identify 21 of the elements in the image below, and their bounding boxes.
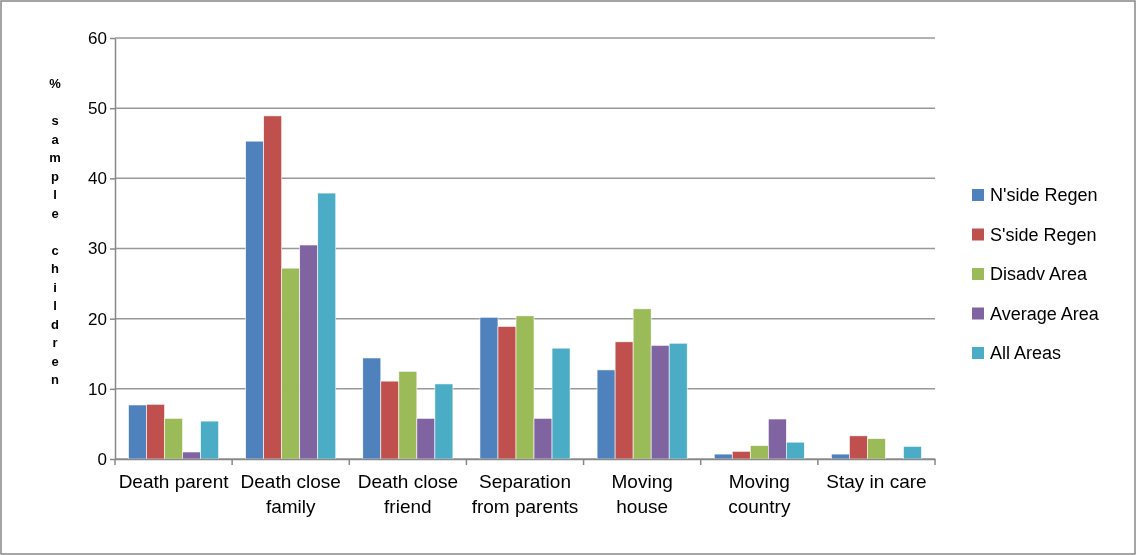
x-tick-label: Separation from parents xyxy=(471,471,579,518)
y-tick-label: 20 xyxy=(88,309,107,329)
bar xyxy=(903,446,922,460)
x-tick-label: Moving house xyxy=(611,471,673,518)
x-tick-label: Death close family xyxy=(240,471,341,518)
x-tick-label: Death parent xyxy=(118,471,230,493)
legend-label: Average Area xyxy=(990,303,1100,324)
legend-label: All Areas xyxy=(990,343,1062,363)
x-tick-label: Death close friend xyxy=(357,471,459,518)
y-tick-label: 30 xyxy=(88,239,107,259)
y-tick-label: 10 xyxy=(88,379,107,399)
legend-label: N'side Regen xyxy=(990,185,1098,205)
legend-label: Disadv Area xyxy=(990,264,1089,284)
y-tick-label: 50 xyxy=(88,99,107,119)
legend-label: S'side Regen xyxy=(990,224,1097,245)
y-tick-label: 40 xyxy=(88,169,107,189)
y-tick-label: 60 xyxy=(88,28,107,48)
text: % sample children xyxy=(49,76,61,387)
x-tick-label: Moving country xyxy=(728,471,791,518)
x-tick-label: Stay in care xyxy=(826,471,927,493)
y-tick-label: 0 xyxy=(97,449,107,469)
